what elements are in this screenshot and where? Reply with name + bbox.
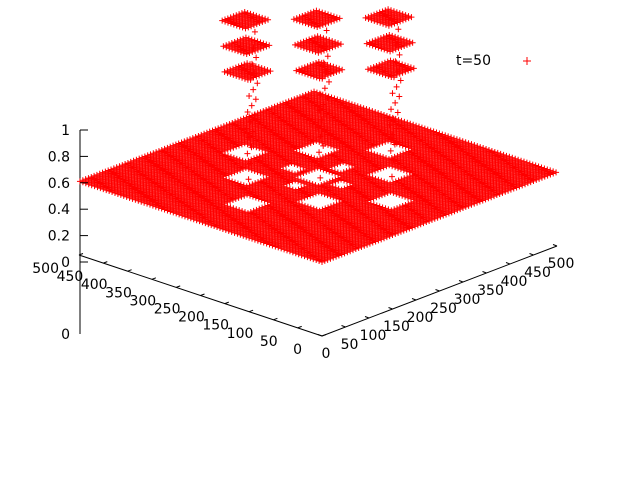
surface-point — [130, 157, 137, 164]
surface-point — [259, 204, 266, 211]
surface-point — [247, 208, 254, 215]
surface-point — [110, 165, 117, 172]
surface-point — [256, 205, 263, 212]
surface-point — [102, 168, 109, 175]
surface-point — [96, 170, 103, 177]
surface-point — [79, 177, 86, 184]
surface-point — [236, 207, 243, 214]
surface-point — [76, 178, 83, 185]
surface-point — [230, 205, 237, 212]
surface-point — [119, 162, 126, 169]
surface-point — [91, 172, 98, 179]
surface-point — [113, 164, 120, 171]
surface-point — [127, 158, 134, 165]
surface-point — [93, 171, 100, 178]
surface-point — [242, 209, 249, 216]
surface-point — [107, 166, 114, 173]
surface-point — [116, 163, 123, 170]
surface-point — [244, 210, 251, 217]
surface-point — [85, 175, 92, 182]
surface-point — [122, 161, 129, 168]
surface-point — [227, 204, 234, 211]
chart-points — [76, 6, 560, 265]
surface-point — [233, 206, 240, 213]
surface-point — [99, 169, 106, 176]
surface-point — [105, 167, 112, 174]
surface-point — [239, 208, 246, 215]
surface-point — [250, 207, 257, 214]
surface-point — [261, 203, 268, 210]
surface-point — [253, 206, 260, 213]
surface-point — [82, 176, 89, 183]
surface-point — [88, 174, 95, 181]
surface-point — [124, 159, 131, 166]
